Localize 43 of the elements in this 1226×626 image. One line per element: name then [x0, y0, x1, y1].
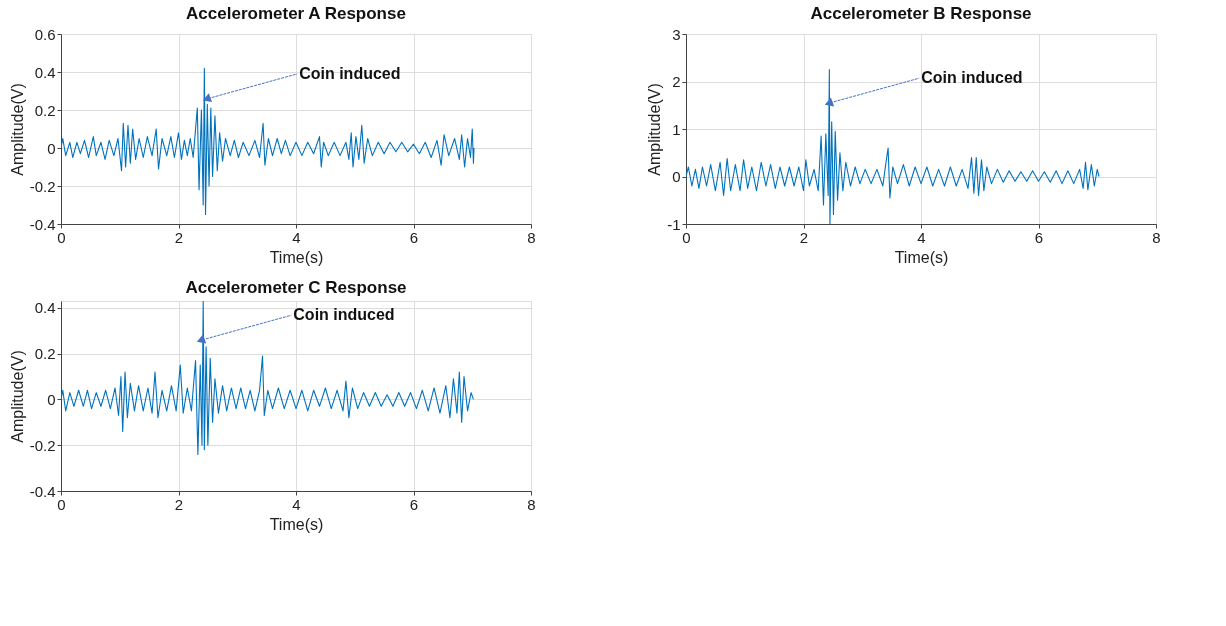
x-axis-title: Time(s)	[894, 248, 949, 266]
x-tick-label: 4	[292, 495, 301, 513]
y-tick-label: 0	[672, 168, 681, 185]
x-tick-label: 4	[917, 228, 926, 246]
y-tick-label: -0.2	[29, 436, 56, 454]
x-axis-title: Time(s)	[269, 248, 324, 266]
y-tick-label: 2	[672, 73, 681, 90]
x-tick-label: 6	[409, 495, 419, 513]
x-tick-label: 8	[527, 495, 536, 513]
y-axis-title: Amplitude(V)	[8, 350, 26, 443]
annotation: Coin induced	[299, 64, 401, 82]
annotation: Coin induced	[921, 69, 1023, 87]
y-tick-label: 0.4	[34, 63, 56, 81]
x-tick-label: 8	[527, 228, 536, 246]
y-tick-label: 0.6	[34, 25, 56, 43]
y-tick-label: 0	[47, 390, 56, 408]
y-tick-label: 0.2	[34, 101, 56, 119]
x-tick-label: 8	[1152, 228, 1161, 246]
chart-title: Accelerometer A Response	[186, 4, 406, 23]
y-tick-label: 0.2	[34, 345, 56, 363]
y-tick-label: -1	[667, 215, 681, 233]
y-tick-label: 1	[672, 120, 681, 138]
y-tick-label: -0.4	[29, 215, 56, 233]
y-tick-label: 0	[47, 139, 56, 157]
x-tick-label: 2	[799, 228, 809, 246]
x-axis-title: Time(s)	[269, 515, 324, 533]
y-tick-label: 0.4	[34, 299, 56, 317]
x-tick-label: 6	[409, 228, 419, 246]
chart-title: Accelerometer B Response	[810, 4, 1032, 23]
y-tick-label: 3	[672, 25, 681, 43]
x-tick-label: 2	[174, 228, 184, 246]
line-series	[61, 301, 474, 455]
line-series	[61, 67, 475, 216]
annotation: Coin induced	[293, 306, 395, 324]
y-tick-label: -0.4	[29, 482, 56, 500]
x-tick-label: 6	[1034, 228, 1044, 246]
y-axis-title: Amplitude(V)	[646, 83, 664, 176]
y-tick-label: -0.2	[29, 177, 56, 195]
chart-title: Accelerometer C Response	[185, 277, 407, 297]
x-tick-label: 4	[292, 228, 301, 246]
line-series	[686, 69, 1100, 224]
x-tick-label: 2	[174, 495, 184, 513]
y-axis-title: Amplitude(V)	[8, 83, 26, 176]
